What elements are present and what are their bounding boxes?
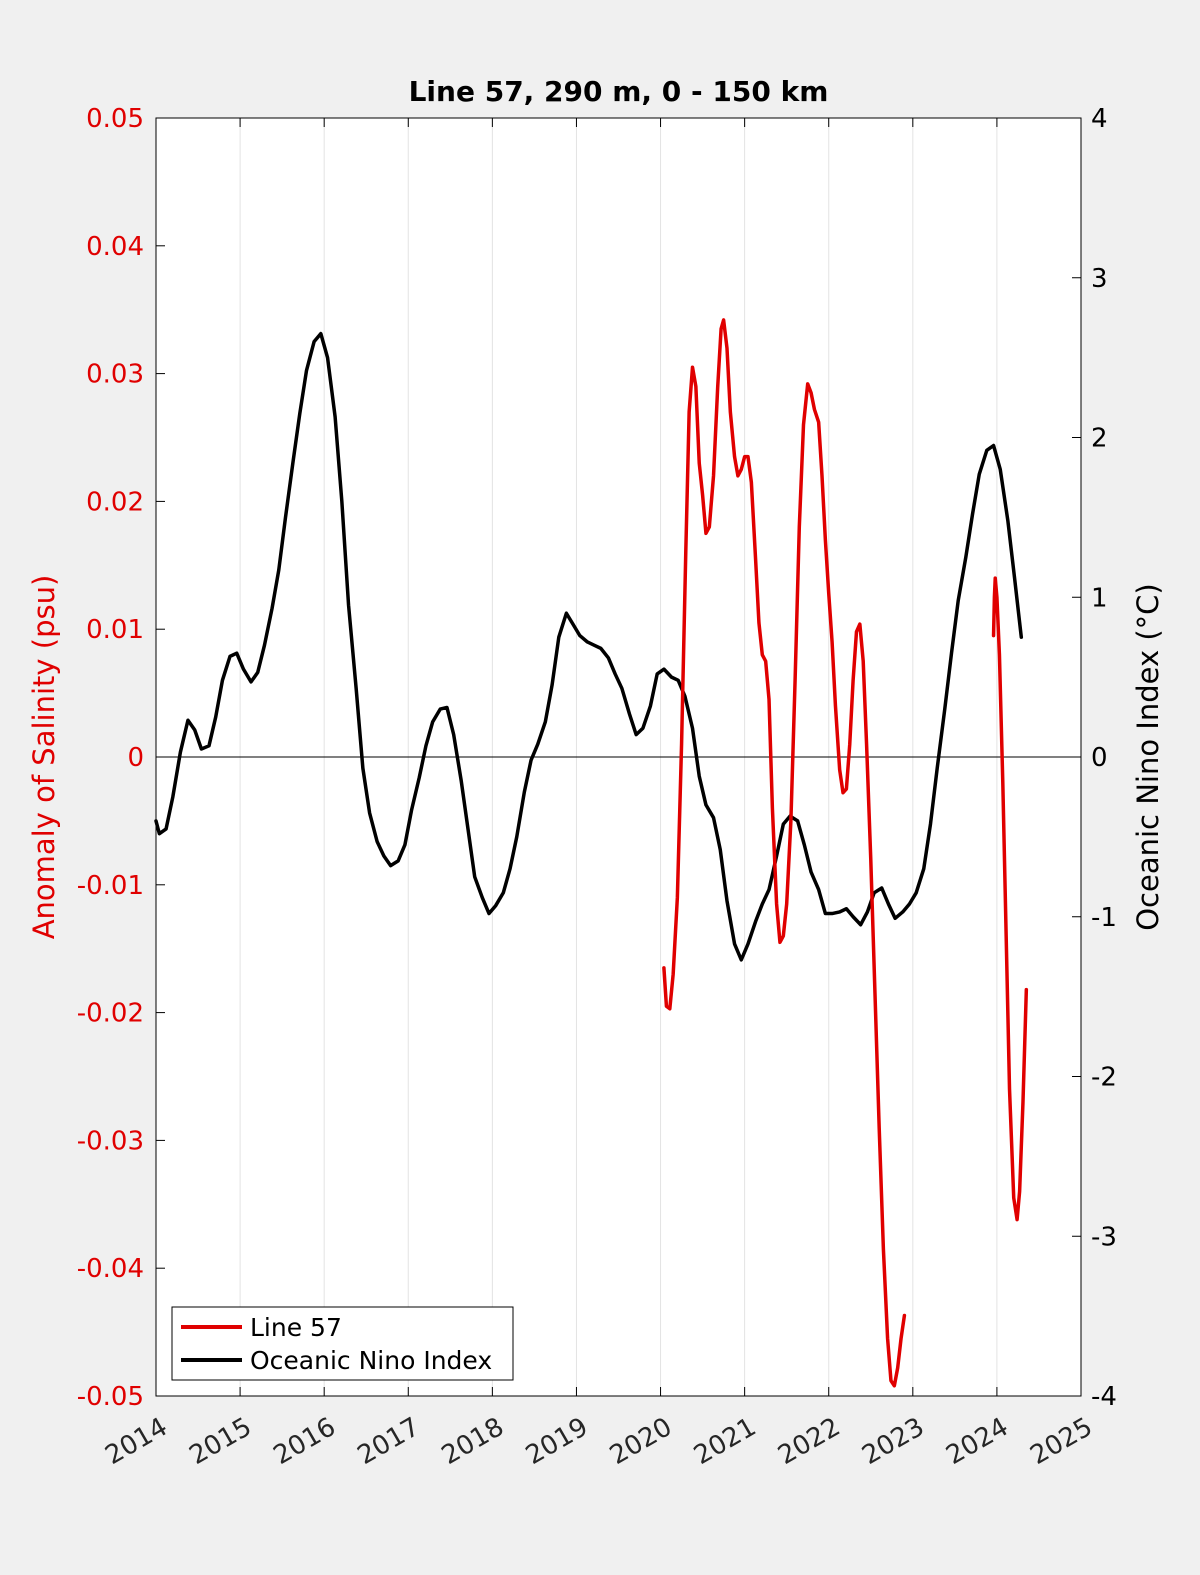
y-left-tick-label: 0 — [127, 743, 144, 773]
series-line-57-segment-1 — [991, 576, 1029, 1222]
legend-label-oni: Oceanic Nino Index — [250, 1346, 492, 1375]
series-line-57-segment-0 — [662, 318, 907, 1388]
series-oceanic-nino-index-segment-0 — [154, 331, 1024, 962]
y-axis-right-label: Oceanic Nino Index (°C) — [1131, 583, 1165, 931]
y-right-tick-label: 4 — [1091, 104, 1108, 134]
y-right-tick-label: 2 — [1091, 424, 1108, 454]
y-left-tick-label: -0.04 — [77, 1254, 144, 1284]
y-right-tick-label: -4 — [1091, 1382, 1117, 1412]
y-left-tick-label: 0.01 — [86, 615, 144, 645]
legend: Line 57 Oceanic Nino Index — [171, 1306, 514, 1381]
y-right-tick-label: -2 — [1091, 1063, 1117, 1093]
y-left-tick-label: 0.05 — [86, 104, 144, 134]
legend-box — [171, 1306, 514, 1381]
y-right-tick-label: 0 — [1091, 743, 1108, 773]
y-left-tick-label: -0.03 — [77, 1126, 144, 1156]
y-right-tick-label: -3 — [1091, 1222, 1117, 1252]
y-right-tick-label: 1 — [1091, 583, 1108, 613]
y-left-tick-label: 0.03 — [86, 360, 144, 390]
y-left-tick-label: -0.01 — [77, 871, 144, 901]
y-axis-left-label: Anomaly of Salinity (psu) — [27, 575, 61, 940]
y-left-tick-label: -0.05 — [77, 1382, 144, 1412]
y-left-tick-label: 0.04 — [86, 232, 144, 262]
chart-title: Line 57, 290 m, 0 - 150 km — [409, 75, 829, 108]
legend-label-line-57: Line 57 — [250, 1313, 342, 1342]
series — [154, 318, 1029, 1388]
y-right-tick-label: -1 — [1091, 903, 1117, 933]
y-left-tick-label: -0.02 — [77, 999, 144, 1029]
y-left-tick-label: 0.02 — [86, 487, 144, 517]
y-right-tick-label: 3 — [1091, 264, 1108, 294]
ticks — [155, 117, 1082, 1397]
